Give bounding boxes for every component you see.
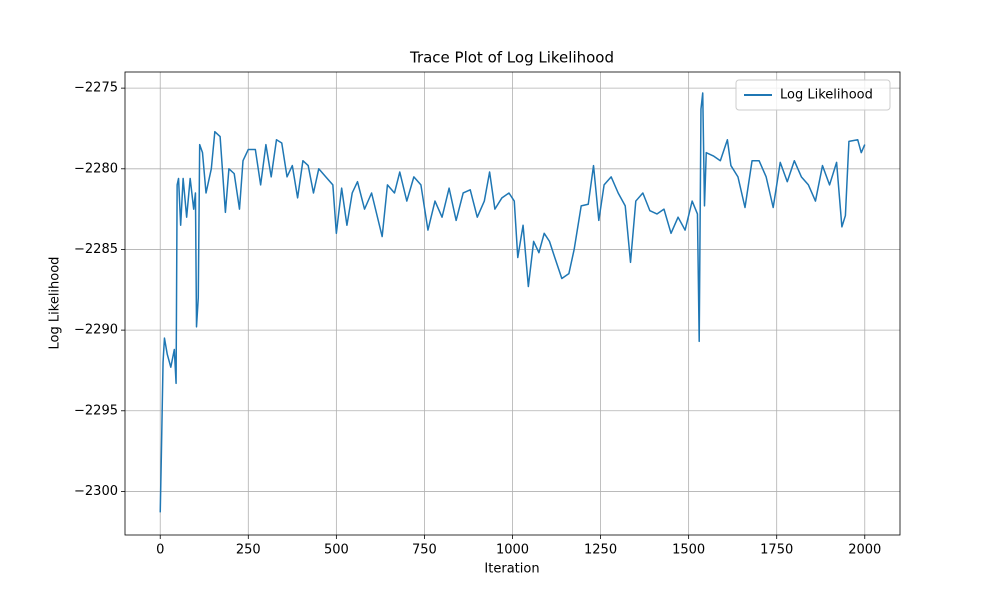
legend-box — [735, 79, 891, 111]
x-tick-label: 250 — [236, 543, 261, 558]
y-tick-label: −2300 — [74, 484, 118, 499]
x-axis-label: Iteration — [484, 562, 539, 577]
x-tick-label: 2000 — [848, 543, 881, 558]
x-tick-label: 1250 — [584, 543, 617, 558]
y-tick-label: −2285 — [74, 242, 118, 257]
legend-label: Log Likelihood — [780, 88, 873, 103]
x-tick-label: 500 — [324, 543, 349, 558]
x-tick-label: 0 — [156, 543, 164, 558]
x-tick-label: 750 — [412, 543, 437, 558]
x-tick-label: 1000 — [496, 543, 529, 558]
data-line — [159, 92, 866, 513]
y-axis-label: Log Likelihood — [48, 257, 63, 350]
y-tick-label: −2280 — [74, 161, 118, 176]
y-tick-label: −2295 — [74, 403, 118, 418]
y-tick-label: −2290 — [74, 323, 118, 338]
x-tick-label: 1750 — [760, 543, 793, 558]
y-tick-label: −2275 — [74, 81, 118, 96]
chart-title: Trace Plot of Log Likelihood — [409, 49, 614, 67]
plot-frame — [124, 71, 901, 536]
x-tick-label: 1500 — [672, 543, 705, 558]
